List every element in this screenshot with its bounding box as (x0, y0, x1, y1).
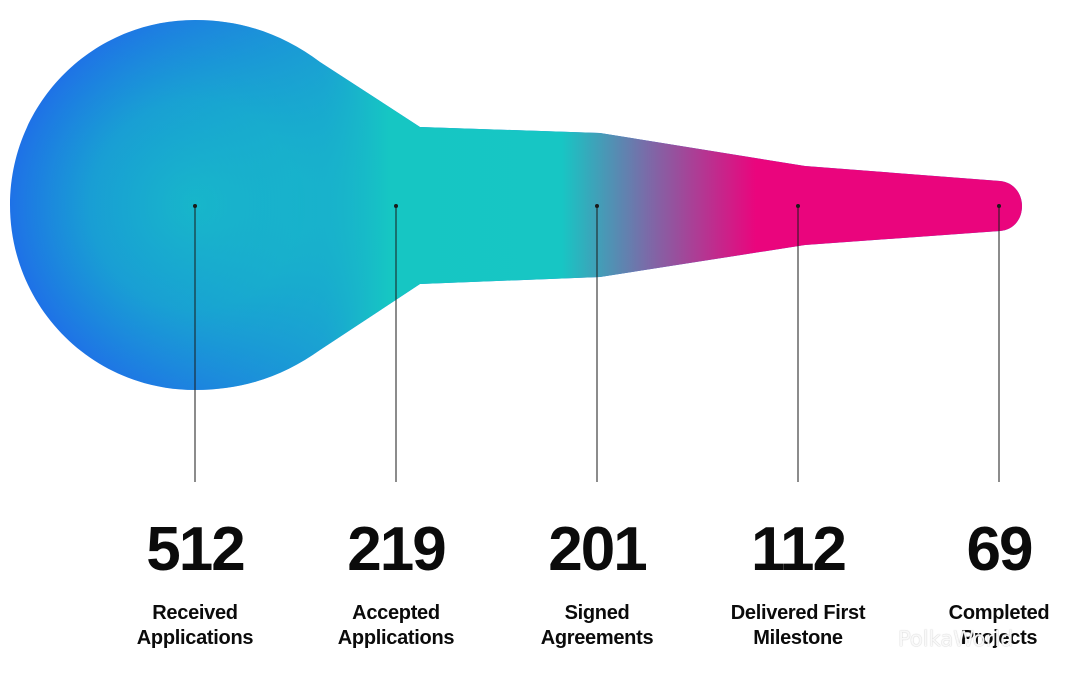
stage-label-line2: Applications (136, 627, 254, 649)
stage-marker (997, 204, 1001, 208)
stage-label: Delivered First Milestone (698, 601, 898, 651)
stage-marker (595, 204, 599, 208)
stage-marker (394, 204, 398, 208)
stage-label-line1: Received (152, 602, 238, 624)
stage-lines (193, 204, 1001, 482)
watermark: PolkaWorld (862, 626, 1013, 652)
stage-marker (193, 204, 197, 208)
stage-label-line1: Delivered First (730, 602, 866, 624)
wechat-icon (862, 626, 892, 650)
stage-stat: 219 Accepted Applications (296, 515, 496, 651)
stage-value: 219 (347, 515, 446, 584)
stage-label-line1: Completed (948, 602, 1050, 624)
watermark-text: PolkaWorld (898, 627, 1014, 651)
stage-stat: 112 Delivered First Milestone (698, 515, 898, 651)
stage-label: Completed Projects (899, 601, 1080, 651)
stage-label-line2: Milestone (753, 627, 843, 649)
stage-label-line2: Agreements (540, 627, 654, 649)
stage-label-line2: Applications (337, 627, 455, 649)
funnel-gradient-overlay (10, 20, 1022, 390)
stage-marker (796, 204, 800, 208)
stage-label-line2: Projects (960, 627, 1038, 649)
stage-value: 512 (146, 515, 245, 584)
stage-value: 201 (548, 515, 647, 584)
stage-label-line1: Accepted (352, 602, 440, 624)
funnel-shape (10, 20, 1022, 390)
stage-label: Received Applications (95, 601, 295, 651)
stage-label-line1: Signed (564, 602, 630, 624)
stage-label: Accepted Applications (296, 601, 496, 651)
stage-stat: 201 Signed Agreements (497, 515, 697, 651)
stage-stat: 512 Received Applications (95, 515, 295, 651)
stage-stat: 69 Completed Projects (899, 515, 1080, 651)
stage-value: 112 (750, 515, 847, 584)
stage-value: 69 (966, 515, 1034, 584)
stage-label: Signed Agreements (497, 601, 697, 651)
